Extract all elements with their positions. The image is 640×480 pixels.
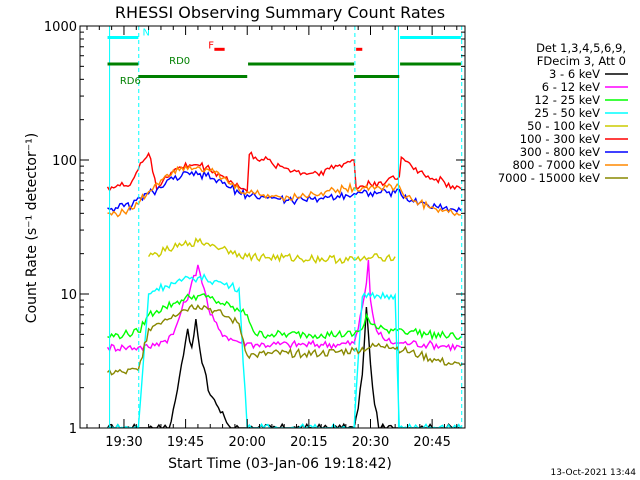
x-tick-label-4: 20:30 — [352, 435, 389, 450]
series-layer — [106, 151, 462, 428]
x-axis-label: Start Time (03-Jan-06 19:18:42) — [168, 456, 392, 472]
ticks-layer: 1 10 100 1000 19:30 19:45 20:00 20:15 20:30 20:45 — [44, 20, 465, 450]
y-tick-label-2: 100 — [52, 154, 77, 169]
state-label-0: N — [142, 27, 149, 38]
legend-label-2: 12 - 25 keV — [534, 93, 600, 107]
legend-header-0: Det 1,3,4,5,6,9, — [536, 41, 626, 55]
series-line-7 — [107, 164, 461, 218]
series-line-5 — [106, 151, 462, 194]
series-line-4 — [148, 236, 396, 265]
series-line-6 — [107, 169, 462, 214]
legend-label-5: 100 - 300 keV — [520, 132, 600, 146]
legend-label-3: 25 - 50 keV — [534, 106, 600, 120]
series-line-1 — [106, 259, 462, 353]
legend-label-8: 7000 - 15000 keV — [498, 171, 600, 185]
series-line-8 — [106, 303, 462, 376]
series-line-2 — [107, 293, 462, 341]
chart-title: RHESSI Observing Summary Count Rates — [115, 3, 445, 22]
legend-label-1: 6 - 12 keV — [542, 80, 600, 94]
y-tick-label-1: 10 — [60, 288, 77, 303]
legend-label-0: 3 - 6 keV — [549, 67, 600, 81]
legend: Det 1,3,4,5,6,9,FDecim 3, Att 03 - 6 keV… — [498, 41, 628, 185]
x-tick-label-0: 19:30 — [105, 435, 142, 450]
y-tick-label-0: 1 — [69, 422, 77, 437]
overlay-layer: N F RD0 RD6 — [107, 26, 463, 428]
plot-frame — [79, 25, 466, 429]
x-tick-label-5: 20:45 — [413, 435, 450, 450]
legend-label-6: 300 - 800 keV — [520, 145, 600, 159]
x-tick-label-3: 20:15 — [290, 435, 327, 450]
y-tick-label-3: 1000 — [44, 20, 77, 35]
x-tick-label-2: 20:00 — [228, 435, 265, 450]
x-tick-label-1: 19:45 — [167, 435, 204, 450]
series-line-0 — [106, 306, 461, 428]
legend-label-7: 800 - 7000 keV — [512, 158, 600, 172]
state-label-2: RD0 — [169, 56, 190, 67]
legend-label-4: 50 - 100 keV — [527, 119, 600, 133]
state-label-1: F — [208, 40, 214, 51]
series-line-3 — [107, 273, 462, 428]
legend-header-1: FDecim 3, Att 0 — [537, 54, 626, 68]
footer-timestamp: 13-Oct-2021 13:44 — [551, 468, 637, 478]
state-label-3: RD6 — [120, 76, 141, 87]
y-axis-label: Count Rate (s⁻¹ detector⁻¹) — [24, 133, 40, 323]
